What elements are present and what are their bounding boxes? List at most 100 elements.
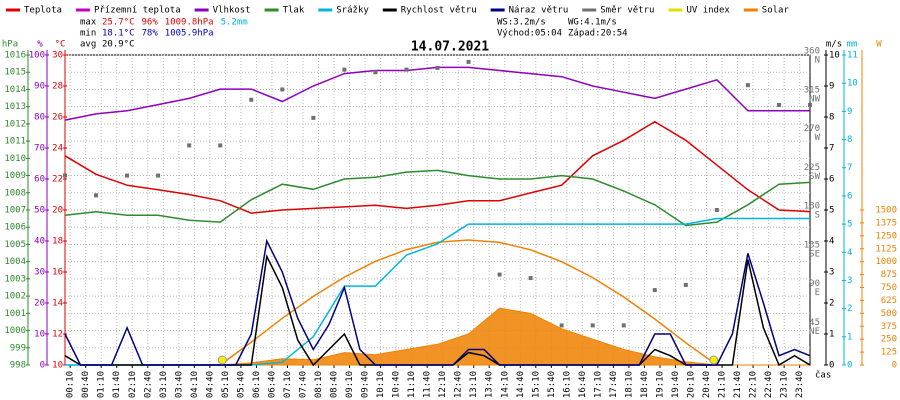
y-tick-label: 1016 xyxy=(4,51,26,61)
stats-value: 18.1°C xyxy=(102,29,135,39)
legend-label: Solar xyxy=(762,6,790,16)
x-tick-label: 08:40 xyxy=(330,371,340,398)
clear-sky-line xyxy=(219,239,718,366)
x-tick-label: 22:40 xyxy=(764,371,774,398)
y-tick-label: 10 xyxy=(829,51,840,61)
y-tick-label: 10 xyxy=(52,361,63,371)
y-tick-label: 9 xyxy=(847,107,852,117)
compass-label: SE xyxy=(809,249,820,259)
y-tick-label: 0 xyxy=(40,361,45,371)
y-tick-label: 375 xyxy=(881,322,897,332)
x-tick-label: 13:40 xyxy=(485,371,495,398)
y-tick-label: 4 xyxy=(847,248,852,258)
y-tick-label: 360 xyxy=(804,47,820,57)
y-tick-label: 1375 xyxy=(875,218,897,228)
stats-value: 1009.8hPa xyxy=(165,18,214,28)
y-tick-label: 1000 xyxy=(4,326,26,336)
direction-dot xyxy=(156,173,161,178)
y-tick-label: 70 xyxy=(34,144,45,154)
y-tick-label: 90 xyxy=(809,279,820,289)
y-tick-label: 1 xyxy=(847,332,852,342)
y-tick-label: 22 xyxy=(52,175,63,185)
compass-label: NW xyxy=(809,94,820,104)
x-tick-label: 22:10 xyxy=(749,371,759,398)
y-tick-label: 1005 xyxy=(4,240,26,250)
x-tick-label: 07:10 xyxy=(283,371,293,398)
x-tick-label: 17:40 xyxy=(609,371,619,398)
y-tick-label: 500 xyxy=(881,309,897,319)
axis-title: W xyxy=(876,40,882,50)
direction-dot xyxy=(652,288,657,293)
y-tick-label: 100 xyxy=(29,51,45,61)
y-tick-label: 1 xyxy=(829,330,834,340)
y-tick-label: 1500 xyxy=(875,206,897,216)
y-tick-label: 11 xyxy=(847,51,858,61)
y-tick-label: 8 xyxy=(847,135,852,145)
y-tick-label: 24 xyxy=(52,144,63,154)
direction-dot xyxy=(590,323,595,328)
x-tick-label: 02:10 xyxy=(128,371,138,398)
y-tick-label: 30 xyxy=(52,51,63,61)
direction-dot xyxy=(435,65,440,70)
y-tick-label: 0 xyxy=(847,361,852,371)
y-tick-label: 1007 xyxy=(4,206,26,216)
y-tick-label: 20 xyxy=(34,299,45,309)
y-tick-label: 135 xyxy=(804,240,820,250)
y-tick-label: 50 xyxy=(34,206,45,216)
x-tick-label: 05:40 xyxy=(236,371,246,398)
y-tick-label: 9 xyxy=(829,82,834,92)
y-tick-label: 1012 xyxy=(4,119,26,129)
y-tick-label: 1014 xyxy=(4,85,26,95)
legend-label: Srážky xyxy=(336,6,369,16)
y-tick-label: 20 xyxy=(52,206,63,216)
legend-label: Náraz větru xyxy=(509,6,569,16)
stats-label: min xyxy=(80,29,96,39)
x-tick-label: 15:40 xyxy=(547,371,557,398)
direction-dot xyxy=(683,282,688,287)
x-tick-label: 16:10 xyxy=(562,371,572,398)
y-tick-label: 1008 xyxy=(4,188,26,198)
axis-title: °C xyxy=(55,40,66,50)
stats-value: 25.7°C xyxy=(102,18,135,28)
direction-dot xyxy=(63,173,67,178)
y-tick-label: 26 xyxy=(52,113,63,123)
x-tick-label: 19:40 xyxy=(671,371,681,398)
y-tick-label: 2 xyxy=(829,299,834,309)
y-tick-label: 1004 xyxy=(4,257,26,267)
y-tick-label: 3 xyxy=(847,276,852,286)
y-tick-label: 2 xyxy=(847,304,852,314)
legend-label: Vlhkost xyxy=(213,6,251,16)
y-tick-label: 28 xyxy=(52,82,63,92)
x-tick-label: 12:10 xyxy=(438,371,448,398)
x-tick-label: 20:10 xyxy=(687,371,697,398)
x-tick-label: 05:10 xyxy=(221,371,231,398)
direction-dot xyxy=(373,70,378,75)
y-tick-label: 1125 xyxy=(875,244,897,254)
direction-dot xyxy=(404,67,409,72)
x-axis-label: čas xyxy=(815,370,831,381)
x-tick-label: 14:10 xyxy=(500,371,510,398)
x-tick-label: 10:10 xyxy=(376,371,386,398)
direction-dot xyxy=(714,208,719,212)
sun-marker xyxy=(217,355,227,365)
y-tick-label: 1011 xyxy=(4,137,26,147)
y-tick-label: 1015 xyxy=(4,68,26,78)
x-tick-label: 17:10 xyxy=(593,371,603,398)
y-tick-label: 6 xyxy=(847,191,852,201)
y-tick-label: 998 xyxy=(10,361,26,371)
axis-title: % xyxy=(37,40,43,50)
series-line xyxy=(64,238,811,366)
y-tick-label: 10 xyxy=(847,79,858,89)
direction-dot xyxy=(808,102,812,107)
x-tick-label: 00:10 xyxy=(66,371,76,398)
y-tick-label: 16 xyxy=(52,268,63,278)
x-tick-label: 04:10 xyxy=(190,371,200,398)
direction-dot xyxy=(311,115,316,120)
x-tick-label: 00:40 xyxy=(81,371,91,398)
compass-label: NE xyxy=(809,327,820,337)
x-tick-label: 18:10 xyxy=(624,371,634,398)
y-tick-label: 1006 xyxy=(4,223,26,233)
x-tick-label: 03:40 xyxy=(174,371,184,398)
y-tick-label: 0 xyxy=(829,361,834,371)
x-tick-label: 23:10 xyxy=(780,371,790,398)
